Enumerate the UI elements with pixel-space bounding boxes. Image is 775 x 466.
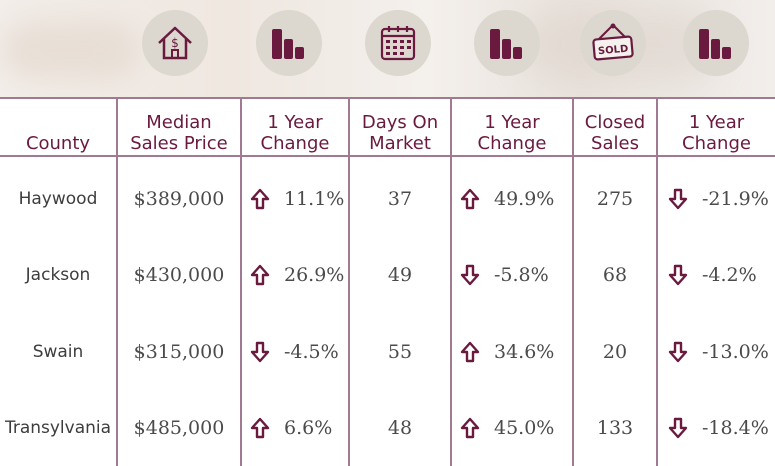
column-header-closed-change: 1 Year Change — [682, 112, 751, 154]
days-change-cell: 45.0% — [460, 413, 570, 443]
price-change-cell: 11.1% — [250, 184, 346, 214]
closed-change-cell: -4.2% — [668, 260, 775, 290]
cell-value: -4.5% — [284, 341, 339, 363]
median-price-cell: $315,000 — [118, 337, 240, 367]
days-change-cell: -5.8% — [460, 260, 570, 290]
closed-change-cell: -13.0% — [668, 337, 775, 367]
closed-change-cell: -18.4% — [668, 413, 775, 443]
closed-sales-cell: 133 — [574, 413, 656, 443]
cell-value: 45.0% — [494, 417, 555, 439]
cell-value: $485,000 — [133, 417, 225, 439]
cell-value: Swain — [32, 342, 84, 362]
column-divider — [656, 98, 658, 466]
cell-value: 6.6% — [284, 417, 333, 439]
county-cell: Transylvania — [0, 413, 116, 443]
cell-value: 34.6% — [494, 341, 555, 363]
cell-value: -5.8% — [494, 264, 549, 286]
days-change-cell: 34.6% — [460, 337, 570, 367]
column-divider — [348, 98, 350, 466]
house-dollar-icon: $ — [142, 10, 208, 76]
column-header-closed-sales: Closed Sales — [584, 112, 646, 154]
cell-value: $389,000 — [133, 188, 225, 210]
arrow-down-icon — [668, 264, 688, 286]
arrow-up-icon — [460, 417, 480, 439]
price-change-cell: 26.9% — [250, 260, 346, 290]
closed-change-cell: -21.9% — [668, 184, 775, 214]
arrow-up-icon — [250, 188, 270, 210]
arrow-down-icon — [668, 417, 688, 439]
days-on-market-cell: 37 — [350, 184, 450, 214]
column-header-price-change: 1 Year Change — [260, 112, 330, 154]
sold-sign-icon: SOLD — [580, 10, 646, 76]
cell-value: $430,000 — [133, 264, 225, 286]
cell-value: Transylvania — [4, 418, 112, 438]
price-change-cell: 6.6% — [250, 413, 346, 443]
cell-value: 37 — [387, 188, 413, 210]
cell-value: -13.0% — [702, 341, 769, 363]
county-cell: Jackson — [0, 260, 116, 290]
bar-chart-icon — [683, 10, 749, 76]
days-on-market-cell: 49 — [350, 260, 450, 290]
cell-value: 133 — [596, 417, 634, 439]
bar-chart-icon — [256, 10, 322, 76]
arrow-up-icon — [250, 264, 270, 286]
bar-chart-icon — [474, 10, 540, 76]
cell-value: -18.4% — [702, 417, 769, 439]
svg-text:$: $ — [171, 36, 179, 50]
cell-value: -4.2% — [702, 264, 757, 286]
cell-value: 68 — [602, 264, 628, 286]
arrow-down-icon — [250, 341, 270, 363]
column-header-days-change: 1 Year Change — [477, 112, 547, 154]
table-top-border — [0, 97, 775, 99]
column-divider — [240, 98, 242, 466]
cell-value: -21.9% — [702, 188, 769, 210]
column-header-county: County — [25, 133, 91, 154]
closed-sales-cell: 68 — [574, 260, 656, 290]
median-price-cell: $389,000 — [118, 184, 240, 214]
cell-value: 48 — [387, 417, 413, 439]
arrow-down-icon — [668, 188, 688, 210]
county-cell: Haywood — [0, 184, 116, 214]
column-header-median-sales-price: Median Sales Price — [130, 112, 228, 154]
cell-value: 20 — [602, 341, 628, 363]
arrow-up-icon — [460, 188, 480, 210]
days-on-market-cell: 48 — [350, 413, 450, 443]
arrow-down-icon — [668, 341, 688, 363]
days-change-cell: 49.9% — [460, 184, 570, 214]
price-change-cell: -4.5% — [250, 337, 346, 367]
median-price-cell: $430,000 — [118, 260, 240, 290]
cell-value: Haywood — [18, 189, 98, 209]
cell-value: 55 — [387, 341, 413, 363]
header-banner: $ — [0, 0, 775, 97]
column-divider — [116, 98, 118, 466]
cell-value: 26.9% — [284, 264, 345, 286]
arrow-up-icon — [250, 417, 270, 439]
column-divider — [572, 98, 574, 466]
cell-value: $315,000 — [133, 341, 225, 363]
column-header-days-on-market: Days On Market — [361, 112, 439, 154]
cell-value: 49.9% — [494, 188, 555, 210]
days-on-market-cell: 55 — [350, 337, 450, 367]
header-bottom-border — [0, 155, 775, 157]
county-cell: Swain — [0, 337, 116, 367]
cell-value: 275 — [596, 188, 634, 210]
closed-sales-cell: 20 — [574, 337, 656, 367]
column-divider — [450, 98, 452, 466]
cell-value: Jackson — [25, 265, 91, 285]
svg-text:SOLD: SOLD — [598, 44, 629, 58]
cell-value: 11.1% — [284, 188, 345, 210]
cell-value: 49 — [387, 264, 413, 286]
closed-sales-cell: 275 — [574, 184, 656, 214]
calendar-icon — [365, 10, 431, 76]
median-price-cell: $485,000 — [118, 413, 240, 443]
arrow-up-icon — [460, 341, 480, 363]
arrow-down-icon — [460, 264, 480, 286]
